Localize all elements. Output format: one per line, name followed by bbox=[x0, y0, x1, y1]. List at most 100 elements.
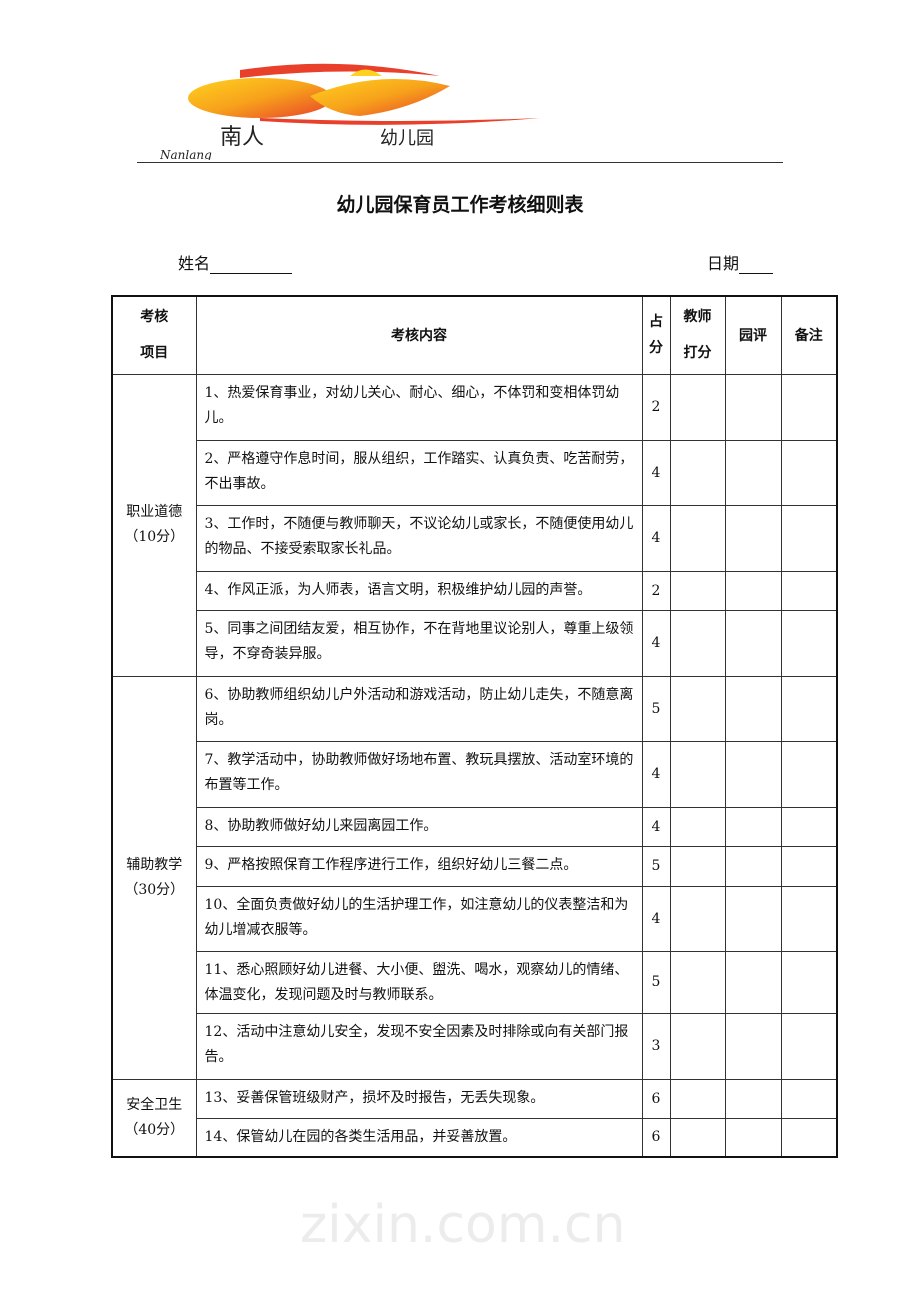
table-row: 3、工作时，不随便与教师聊天，不议论幼儿或家长，不随便使用幼儿的物品、不接受索取… bbox=[112, 504, 838, 572]
score-cell: 2 bbox=[641, 373, 671, 441]
garden-review-cell[interactable] bbox=[724, 950, 782, 1014]
garden-review-cell[interactable] bbox=[724, 1012, 782, 1080]
watermark: zixin.com.cn bbox=[300, 1195, 626, 1255]
teacher-score-cell[interactable] bbox=[669, 1078, 726, 1119]
date-label: 日期 bbox=[707, 254, 740, 273]
category-cell: 职业道德 （10分） bbox=[111, 373, 197, 677]
table-row: 安全卫生 （40分） 13、妥善保管班级财产，损坏及时报告，无丢失现象。 6 bbox=[111, 1078, 838, 1158]
teacher-score-cell[interactable] bbox=[669, 806, 726, 847]
garden-review-cell[interactable] bbox=[724, 609, 782, 677]
remark-cell[interactable] bbox=[780, 806, 838, 847]
content-cell: 11、悉心照顾好幼儿进餐、大小便、盥洗、喝水，观察幼儿的情绪、体温变化，发现问题… bbox=[195, 950, 643, 1014]
content-cell: 8、协助教师做好幼儿来园离园工作。 bbox=[195, 806, 643, 847]
header-row: 考核 项目 考核内容 占分 教师 打分 园评 备注 bbox=[111, 295, 838, 375]
score-cell: 6 bbox=[641, 1078, 671, 1119]
table-row: 职业道德 （10分） 1、热爱保育事业，对幼儿关心、耐心、细心，不体罚和变相体罚幼儿… bbox=[111, 373, 838, 677]
header-teacher-score: 教师 打分 bbox=[669, 295, 726, 375]
remark-cell[interactable] bbox=[780, 504, 838, 572]
remark-cell[interactable] bbox=[780, 373, 838, 441]
remark-cell[interactable] bbox=[780, 845, 838, 887]
score-cell: 5 bbox=[641, 950, 671, 1014]
table-row: 12、活动中注意幼儿安全，发现不安全因素及时排除或向有关部门报告。 3 bbox=[112, 1012, 838, 1080]
content-cell: 4、作风正派，为人师表，语言文明，积极维护幼儿园的声誉。 bbox=[195, 570, 643, 611]
table-row: 5、同事之间团结友爱，相互协作，不在背地里议论别人，尊重上级领导，不穿奇装异服。… bbox=[112, 609, 838, 677]
teacher-score-cell[interactable] bbox=[669, 950, 726, 1014]
table-row: 10、全面负责做好幼儿的生活护理工作，如注意幼儿的仪表整洁和为幼儿增减衣服等。 4 bbox=[112, 885, 838, 952]
teacher-score-cell[interactable] bbox=[669, 1117, 726, 1158]
page-title: 幼儿园保育员工作考核细则表 bbox=[336, 194, 584, 216]
table-row: 9、严格按照保育工作程序进行工作，组织好幼儿三餐二点。 5 bbox=[112, 845, 838, 887]
table-row: 2、严格遵守作息时间，服从组织，工作踏实、认真负责、吃苦耐劳，不出事故。 4 bbox=[112, 439, 838, 506]
remark-cell[interactable] bbox=[780, 740, 838, 808]
remark-cell[interactable] bbox=[780, 885, 838, 952]
content-cell: 1、热爱保育事业，对幼儿关心、耐心、细心，不体罚和变相体罚幼儿。 bbox=[195, 373, 643, 441]
header-remark: 备注 bbox=[780, 295, 838, 375]
date-blank bbox=[739, 257, 774, 274]
remark-cell[interactable] bbox=[780, 1012, 838, 1080]
teacher-score-cell[interactable] bbox=[669, 885, 726, 952]
content-cell: 5、同事之间团结友爱，相互协作，不在背地里议论别人，尊重上级领导，不穿奇装异服。 bbox=[195, 609, 643, 677]
score-cell: 4 bbox=[641, 885, 671, 952]
table-row: 4、作风正派，为人师表，语言文明，积极维护幼儿园的声誉。 2 bbox=[112, 570, 838, 611]
score-cell: 5 bbox=[641, 675, 671, 742]
content-cell: 10、全面负责做好幼儿的生活护理工作，如注意幼儿的仪表整洁和为幼儿增减衣服等。 bbox=[195, 885, 643, 952]
remark-cell[interactable] bbox=[780, 570, 838, 611]
name-blank bbox=[210, 257, 293, 274]
garden-review-cell[interactable] bbox=[724, 845, 782, 887]
garden-review-cell[interactable] bbox=[724, 1078, 782, 1119]
content-cell: 6、协助教师组织幼儿户外活动和游戏活动，防止幼儿走失，不随意离岗。 bbox=[195, 675, 643, 742]
content-cell: 13、妥善保管班级财产，损坏及时报告，无丢失现象。 bbox=[195, 1078, 643, 1119]
remark-cell[interactable] bbox=[780, 439, 838, 506]
table-row: 11、悉心照顾好幼儿进餐、大小便、盥洗、喝水，观察幼儿的情绪、体温变化，发现问题… bbox=[112, 950, 838, 1014]
header-content: 考核内容 bbox=[195, 295, 643, 375]
remark-cell[interactable] bbox=[780, 675, 838, 742]
remark-cell[interactable] bbox=[780, 1117, 838, 1158]
content-cell: 9、严格按照保育工作程序进行工作，组织好幼儿三餐二点。 bbox=[195, 845, 643, 887]
score-cell: 4 bbox=[641, 609, 671, 677]
category-cell: 辅助教学 （30分） bbox=[111, 675, 197, 1080]
teacher-score-cell[interactable] bbox=[669, 845, 726, 887]
content-cell: 7、教学活动中，协助教师做好场地布置、教玩具摆放、活动室环境的布置等工作。 bbox=[195, 740, 643, 808]
score-cell: 4 bbox=[641, 806, 671, 847]
score-cell: 3 bbox=[641, 1012, 671, 1080]
teacher-score-cell[interactable] bbox=[669, 609, 726, 677]
table-row: 8、协助教师做好幼儿来园离园工作。 4 bbox=[112, 806, 838, 847]
name-label: 姓名 bbox=[178, 254, 211, 273]
content-cell: 12、活动中注意幼儿安全，发现不安全因素及时排除或向有关部门报告。 bbox=[195, 1012, 643, 1080]
garden-review-cell[interactable] bbox=[724, 740, 782, 808]
garden-review-cell[interactable] bbox=[724, 570, 782, 611]
teacher-score-cell[interactable] bbox=[669, 373, 726, 441]
teacher-score-cell[interactable] bbox=[669, 439, 726, 506]
garden-review-cell[interactable] bbox=[724, 439, 782, 506]
garden-review-cell[interactable] bbox=[724, 806, 782, 847]
svg-text:Nanlang: Nanlang bbox=[160, 148, 212, 160]
score-cell: 2 bbox=[641, 570, 671, 611]
remark-cell[interactable] bbox=[780, 950, 838, 1014]
teacher-score-cell[interactable] bbox=[669, 1012, 726, 1080]
garden-review-cell[interactable] bbox=[724, 675, 782, 742]
garden-review-cell[interactable] bbox=[724, 504, 782, 572]
header-item: 考核 项目 bbox=[111, 295, 197, 375]
table-row: 辅助教学 （30分） 6、协助教师组织幼儿户外活动和游戏活动，防止幼儿走失，不随意离… bbox=[111, 675, 838, 1080]
teacher-score-cell[interactable] bbox=[669, 504, 726, 572]
remark-cell[interactable] bbox=[780, 609, 838, 677]
garden-review-cell[interactable] bbox=[724, 885, 782, 952]
teacher-score-cell[interactable] bbox=[669, 570, 726, 611]
garden-review-cell[interactable] bbox=[724, 1117, 782, 1158]
table-row: 7、教学活动中，协助教师做好场地布置、教玩具摆放、活动室环境的布置等工作。 4 bbox=[112, 740, 838, 808]
score-cell: 4 bbox=[641, 504, 671, 572]
garden-review-cell[interactable] bbox=[724, 373, 782, 441]
remark-cell[interactable] bbox=[780, 1078, 838, 1119]
header-score: 占分 bbox=[641, 295, 671, 375]
teacher-score-cell[interactable] bbox=[669, 740, 726, 808]
name-field: 姓名 bbox=[178, 250, 293, 274]
teacher-score-cell[interactable] bbox=[669, 675, 726, 742]
content-cell: 3、工作时，不随便与教师聊天，不议论幼儿或家长，不随便使用幼儿的物品、不接受索取… bbox=[195, 504, 643, 572]
score-cell: 5 bbox=[641, 845, 671, 887]
kindergarten-logo: 南人 幼儿园 Nanlang bbox=[160, 63, 540, 160]
header-garden-review: 园评 bbox=[724, 295, 782, 375]
category-cell: 安全卫生 （40分） bbox=[111, 1078, 197, 1158]
score-cell: 6 bbox=[641, 1117, 671, 1158]
score-cell: 4 bbox=[641, 439, 671, 506]
